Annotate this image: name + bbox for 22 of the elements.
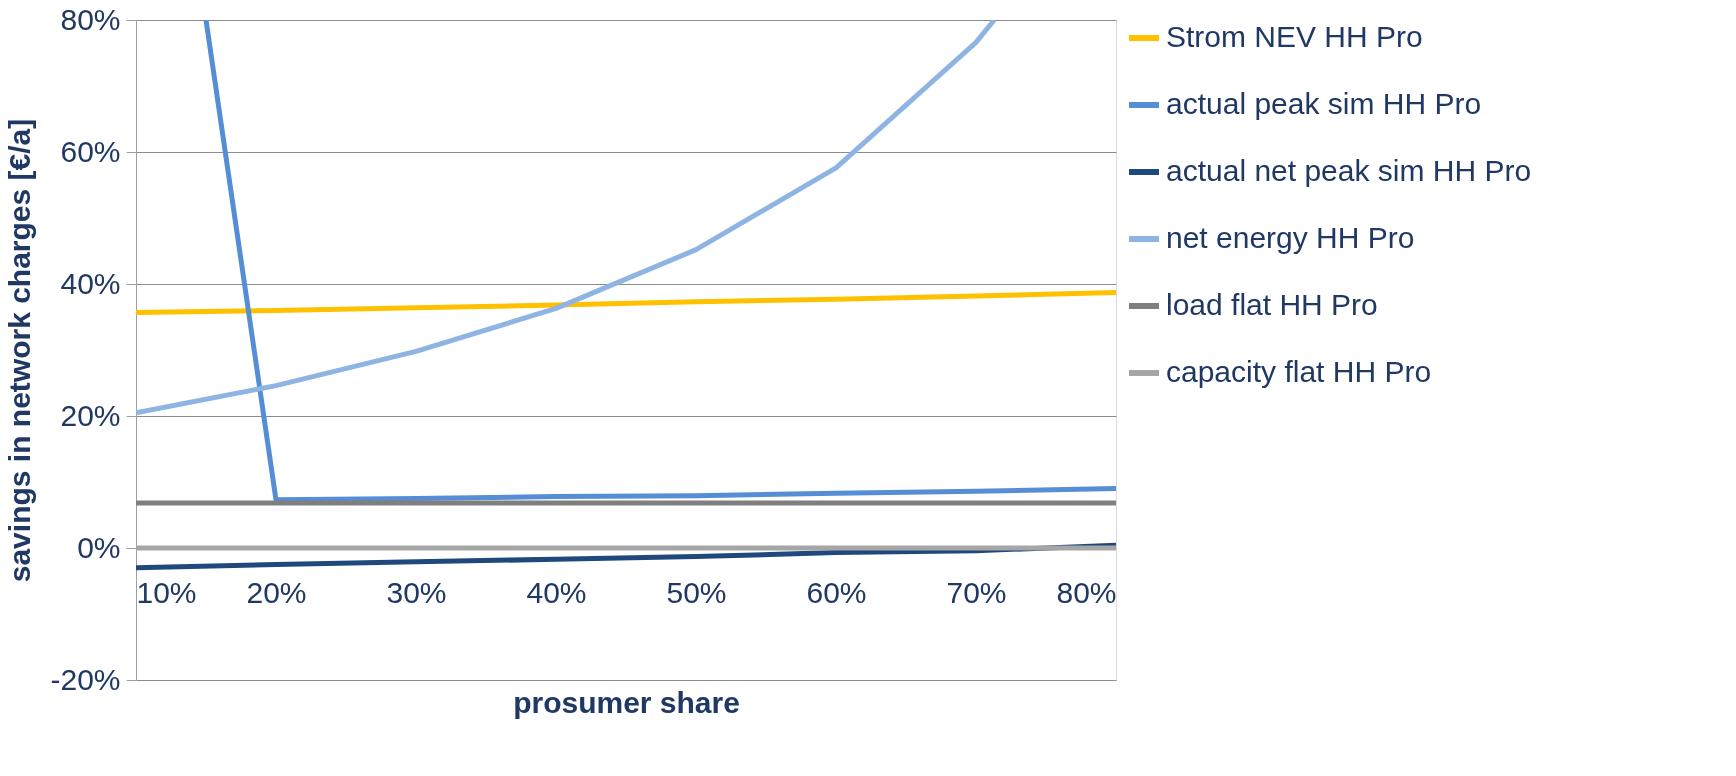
y-tick-label: -20% (50, 662, 121, 696)
legend-label: Strom NEV HH Pro (1166, 20, 1423, 53)
legend-label: load flat HH Pro (1166, 288, 1378, 321)
legend-label: actual peak sim HH Pro (1166, 87, 1482, 120)
y-tick-label: 80% (60, 2, 121, 36)
x-tick-label: 10% (136, 575, 197, 609)
y-tick-label: 60% (60, 134, 121, 168)
x-axis-title: prosumer share (513, 685, 740, 719)
x-tick-label: 60% (806, 575, 867, 609)
y-tick-label: 0% (77, 530, 121, 564)
y-axis-title: savings in network charges [€/a] (3, 118, 37, 583)
legend-label: capacity flat HH Pro (1166, 355, 1432, 388)
x-tick-label: 80% (1056, 575, 1117, 609)
x-tick-label: 40% (526, 575, 587, 609)
y-tick-label: 20% (60, 398, 121, 432)
y-tick-label: 40% (60, 266, 121, 300)
x-tick-label: 20% (246, 575, 307, 609)
legend-label: net energy HH Pro (1166, 221, 1415, 254)
legend-label: actual net peak sim HH Pro (1166, 154, 1532, 187)
x-tick-label: 30% (386, 575, 447, 609)
x-tick-label: 50% (666, 575, 727, 609)
x-tick-label: 70% (946, 575, 1007, 609)
